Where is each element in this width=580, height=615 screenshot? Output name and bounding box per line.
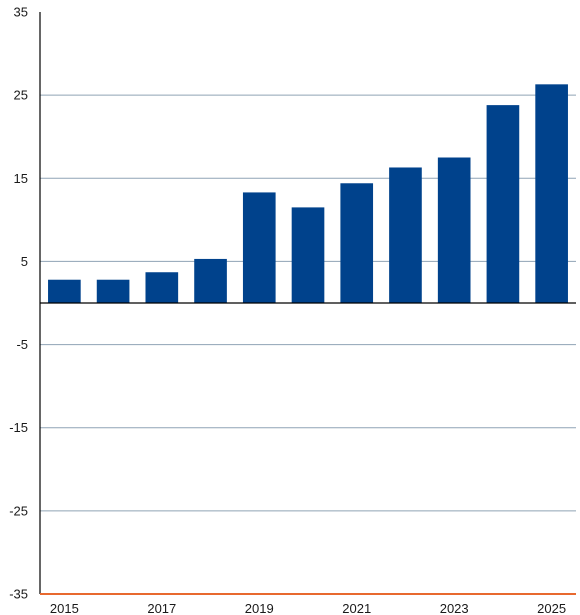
x-tick-label: 2025	[537, 601, 566, 615]
y-tick-label: -5	[16, 337, 28, 352]
bar-2018	[194, 258, 227, 303]
y-tick-label: 35	[14, 5, 28, 20]
bar-2019	[242, 192, 276, 303]
bar-2022	[389, 167, 422, 303]
bar-2020	[291, 207, 325, 303]
bar-2023	[437, 157, 471, 303]
y-tick-label: 15	[14, 171, 28, 186]
bars	[48, 84, 568, 304]
x-tick-label: 2023	[440, 601, 469, 615]
bar-2021	[340, 183, 374, 303]
x-tick-labels: 2015 2017 2019 2021 2023 2025	[50, 601, 566, 615]
x-tick-label: 2015	[50, 601, 79, 615]
x-tick-label: 2021	[342, 601, 371, 615]
y-tick-label: -25	[9, 503, 28, 518]
y-tick-label: 25	[14, 88, 28, 103]
bar-2017	[145, 272, 179, 303]
bar-2016	[96, 279, 130, 303]
bar-2024	[486, 105, 520, 304]
x-tick-label: 2019	[245, 601, 274, 615]
x-tick-label: 2017	[147, 601, 176, 615]
y-tick-label: -35	[9, 587, 28, 602]
y-tick-labels: 35 25 15 5 -5 -15 -25 -35	[9, 5, 28, 602]
axes	[39, 12, 576, 595]
y-tick-label: 5	[21, 254, 28, 269]
bar-2025	[535, 84, 568, 303]
y-tick-label: -15	[9, 420, 28, 435]
bar-2015	[48, 279, 81, 303]
